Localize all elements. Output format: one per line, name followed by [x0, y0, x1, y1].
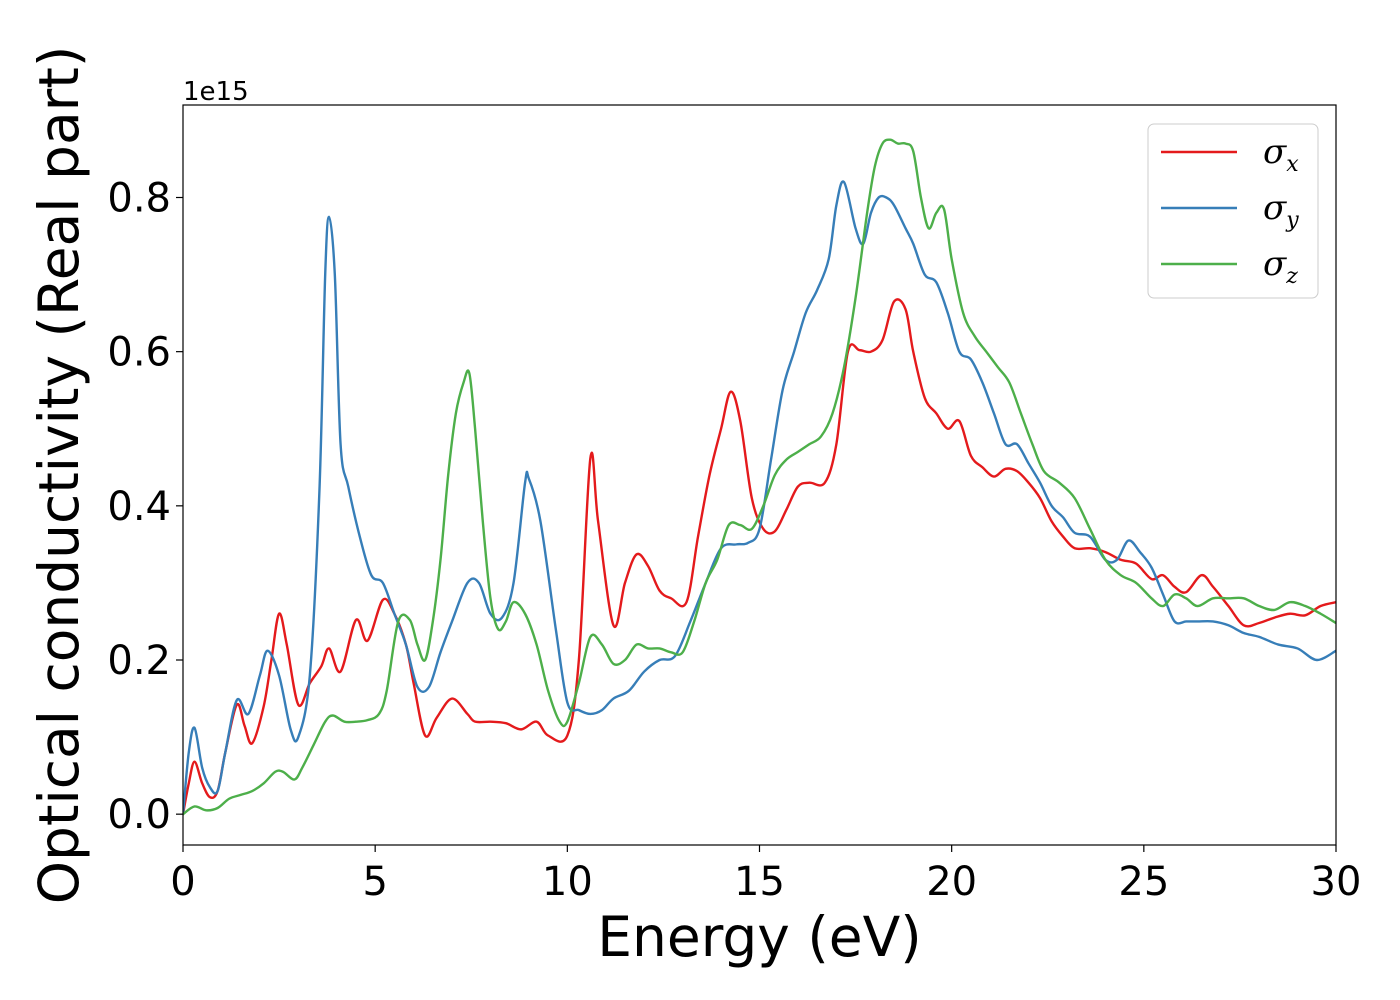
x-tick-label: 15 — [734, 859, 785, 905]
y-axis-title: Optical conductivity (Real part) — [27, 46, 91, 905]
x-tick-label: 20 — [926, 859, 977, 905]
x-axis-title: Energy (eV) — [597, 905, 921, 969]
x-tick-label: 0 — [170, 859, 195, 905]
x-tick-label: 25 — [1118, 859, 1169, 905]
y-offset-label: 1e15 — [183, 77, 249, 107]
series-line-z — [183, 138, 1336, 816]
legend-label-y: σy — [1263, 188, 1299, 233]
x-tick-label: 30 — [1311, 859, 1362, 905]
legend-label-x: σx — [1263, 132, 1299, 177]
y-tick-label: 0.8 — [107, 176, 171, 222]
legend-frame — [1147, 123, 1319, 299]
y-tick-label: 0.2 — [107, 638, 171, 684]
series-layer — [183, 138, 1336, 816]
y-tick-label: 0.0 — [107, 792, 171, 838]
x-tick-label: 10 — [542, 859, 593, 905]
y-axis-ticks: 0.0 0.2 0.4 0.6 0.8 — [107, 176, 183, 838]
y-tick-label: 0.6 — [107, 330, 171, 376]
legend-label-z: σz — [1263, 244, 1298, 289]
x-tick-label: 5 — [362, 859, 387, 905]
legend: σx σy σz — [1147, 123, 1319, 299]
y-tick-label: 0.4 — [107, 484, 171, 530]
x-axis-ticks: 0 5 10 15 20 25 30 — [170, 845, 1361, 905]
legend-items: σx σy σz — [1161, 132, 1299, 289]
